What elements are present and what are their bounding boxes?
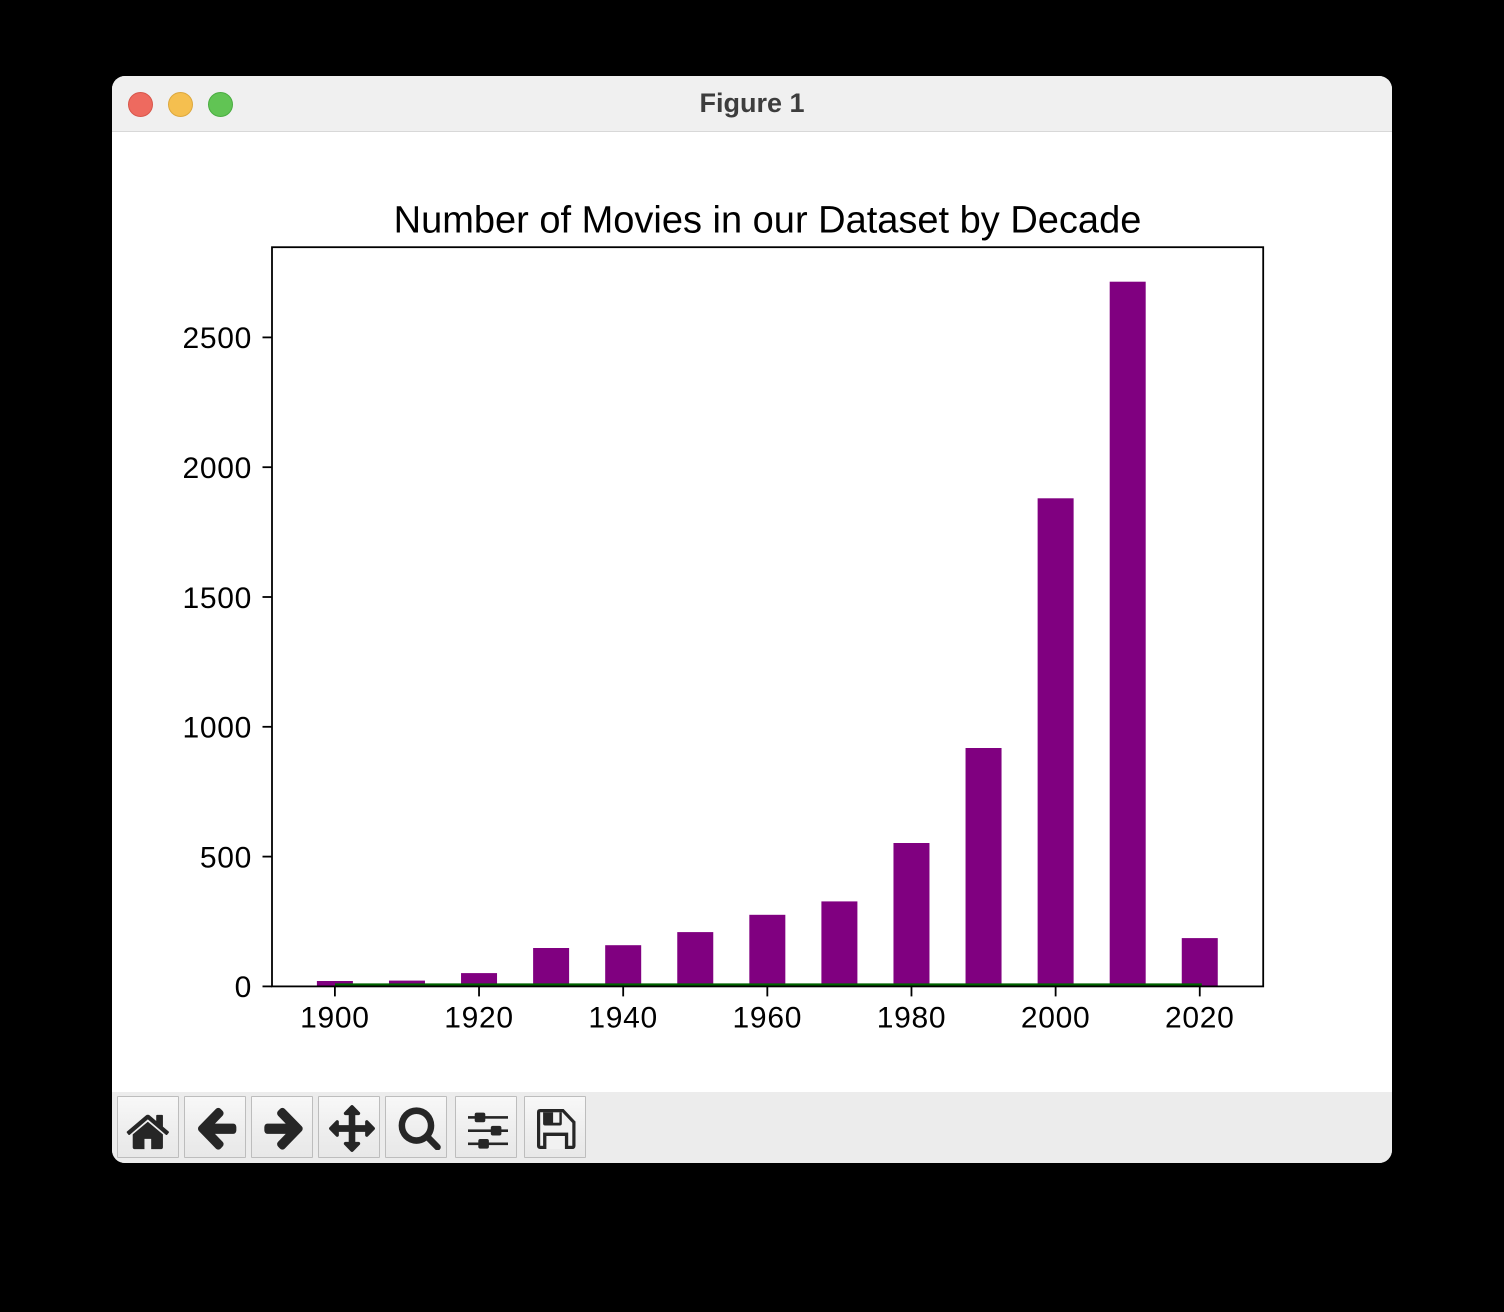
svg-text:Number of Movies in our Datase: Number of Movies in our Dataset by Decad… <box>394 199 1142 241</box>
svg-text:1500: 1500 <box>182 582 252 615</box>
svg-text:1920: 1920 <box>444 1001 514 1034</box>
svg-text:2000: 2000 <box>1021 1001 1091 1034</box>
svg-text:1900: 1900 <box>300 1001 370 1034</box>
svg-text:500: 500 <box>200 841 252 874</box>
svg-text:1940: 1940 <box>588 1001 658 1034</box>
svg-text:2500: 2500 <box>182 322 252 355</box>
svg-text:1000: 1000 <box>182 712 252 745</box>
svg-text:0: 0 <box>235 971 252 1004</box>
svg-text:1960: 1960 <box>733 1001 803 1034</box>
svg-text:2020: 2020 <box>1165 1001 1235 1034</box>
svg-text:2000: 2000 <box>182 452 252 485</box>
svg-text:1980: 1980 <box>877 1001 947 1034</box>
